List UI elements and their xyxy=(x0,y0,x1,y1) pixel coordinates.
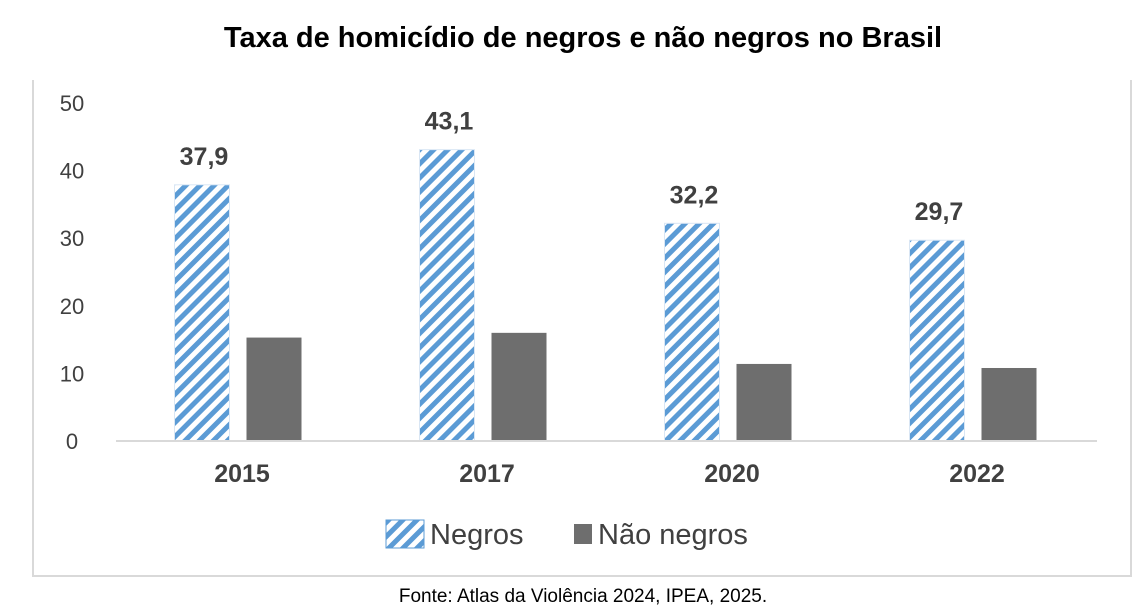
bar-nao-negros-2020 xyxy=(736,363,792,441)
y-tick-label: 10 xyxy=(60,361,84,386)
y-tick-label: 50 xyxy=(60,91,84,116)
chart-frame xyxy=(32,80,1132,577)
x-axis-labels: 2015 2017 2020 2022 xyxy=(214,460,1005,488)
y-tick-label: 0 xyxy=(66,429,78,454)
x-tick-label-2017: 2017 xyxy=(459,460,515,488)
y-tick-label: 20 xyxy=(60,294,84,319)
bar-negros-2022 xyxy=(909,239,965,442)
x-tick-label-2015: 2015 xyxy=(214,460,270,488)
data-label-negros-2020: 32,2 xyxy=(670,181,719,209)
source-note: Fonte: Atlas da Violência 2024, IPEA, 20… xyxy=(398,586,768,607)
x-tick-label-2020: 2020 xyxy=(704,460,760,488)
y-tick-label: 40 xyxy=(60,159,84,184)
bar-negros-2015 xyxy=(174,184,230,442)
legend-label-negros: Negros xyxy=(430,519,524,551)
bar-nao-negros-2015 xyxy=(246,337,302,441)
bar-nao-negros-2022 xyxy=(981,367,1037,441)
data-label-negros-2015: 37,9 xyxy=(180,143,229,171)
x-tick-label-2022: 2022 xyxy=(949,460,1005,488)
data-label-negros-2022: 29,7 xyxy=(915,198,964,226)
y-tick-label: 30 xyxy=(60,226,84,251)
legend-label-nao-negros: Não negros xyxy=(598,519,748,551)
bar-negros-2017 xyxy=(419,149,475,442)
legend-swatch-nao-negros xyxy=(574,524,592,544)
chart-title: Taxa de homicídio de negros e não negros… xyxy=(223,22,943,54)
bar-negros-2020 xyxy=(664,222,720,442)
data-label-negros-2017: 43,1 xyxy=(425,108,474,136)
legend-swatch-negros xyxy=(385,519,425,549)
y-axis-ticks: 0 10 20 30 40 50 xyxy=(60,91,84,454)
bar-nao-negros-2017 xyxy=(491,332,547,441)
bars-group: 37,9 43,1 32,2 29,7 xyxy=(174,108,1037,442)
legend: Negros Não negros xyxy=(385,519,748,551)
